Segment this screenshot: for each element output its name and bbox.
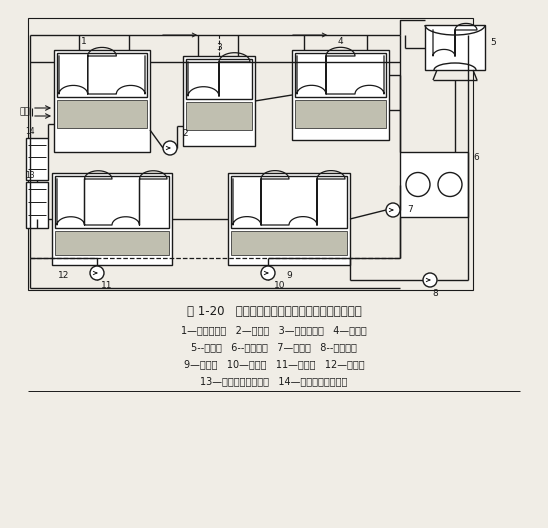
Bar: [231, 176, 347, 228]
Bar: [26, 138, 48, 180]
Bar: [54, 50, 150, 152]
Bar: [26, 182, 48, 228]
Text: 5--冷却塔   6--冷却盘管   7—冷水泵   8--冷却水泵: 5--冷却塔 6--冷却盘管 7—冷水泵 8--冷却水泵: [191, 342, 357, 352]
Circle shape: [386, 203, 400, 217]
Circle shape: [438, 173, 462, 196]
Circle shape: [423, 273, 437, 287]
Bar: [228, 173, 350, 265]
Bar: [295, 100, 386, 128]
Text: 6: 6: [473, 153, 479, 162]
Circle shape: [406, 173, 430, 196]
Text: 12: 12: [58, 270, 70, 279]
Bar: [183, 56, 255, 146]
Text: 图 1-20   倒串联流程的溴化锂吸收式机组工作原理: 图 1-20 倒串联流程的溴化锂吸收式机组工作原理: [187, 305, 361, 318]
Text: 1: 1: [81, 37, 87, 46]
Text: 13—低温溶液热交换器   14—高温溶液热交换器: 13—低温溶液热交换器 14—高温溶液热交换器: [201, 376, 347, 386]
Text: 7: 7: [407, 205, 413, 214]
Text: 14: 14: [25, 127, 35, 136]
Bar: [55, 231, 169, 255]
Text: 13: 13: [25, 171, 35, 180]
Bar: [425, 25, 485, 70]
Text: 5: 5: [490, 38, 496, 47]
Text: 11: 11: [101, 280, 113, 289]
Text: 蒸汽: 蒸汽: [19, 108, 30, 117]
Bar: [55, 176, 169, 228]
Text: 3: 3: [216, 43, 222, 52]
Bar: [57, 53, 147, 97]
Text: 10: 10: [274, 280, 286, 289]
Circle shape: [163, 141, 177, 155]
Bar: [295, 53, 386, 97]
Text: 2: 2: [182, 129, 188, 138]
Bar: [28, 18, 473, 290]
Text: 8: 8: [432, 288, 438, 297]
Bar: [231, 231, 347, 255]
Text: 9—蒸发器   10—冷剂泵   11—溶液泵   12—吸收器: 9—蒸发器 10—冷剂泵 11—溶液泵 12—吸收器: [184, 359, 364, 369]
Text: 9: 9: [286, 270, 292, 279]
Bar: [52, 173, 172, 265]
Bar: [57, 100, 147, 128]
Text: 4: 4: [338, 37, 343, 46]
Bar: [292, 50, 389, 140]
Bar: [400, 152, 468, 217]
Bar: [186, 102, 252, 130]
Bar: [186, 59, 252, 99]
Text: 1—高压发生器   2—溶液泵   3—低压发生器   4—冷凝器: 1—高压发生器 2—溶液泵 3—低压发生器 4—冷凝器: [181, 325, 367, 335]
Circle shape: [261, 266, 275, 280]
Circle shape: [90, 266, 104, 280]
